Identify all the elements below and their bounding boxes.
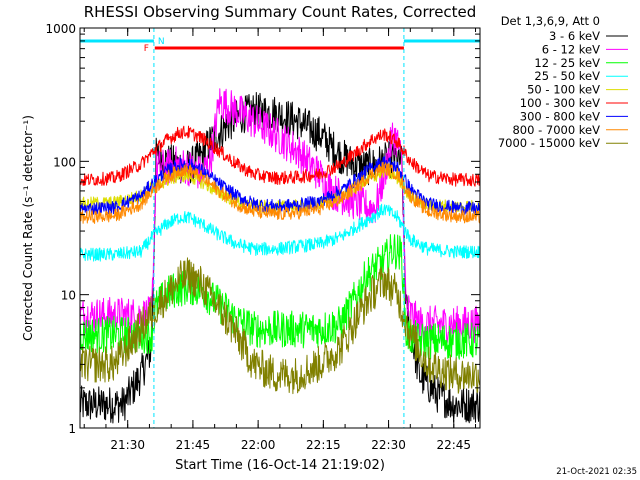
legend-label: 25 - 50 keV xyxy=(534,69,600,83)
axes: 21:30 21:45 22:00 22:15 22:30 22:45 1 10 100 1000 xyxy=(45,22,480,452)
night-marker-label: N xyxy=(158,37,165,47)
legend-label: 800 - 7000 keV xyxy=(512,123,600,137)
x-tick-label: 22:45 xyxy=(436,438,471,452)
legend-label: 100 - 300 keV xyxy=(520,96,600,110)
y-tick-label: 1 xyxy=(68,422,76,436)
series-line-2 xyxy=(79,88,481,344)
legend-label: 300 - 800 keV xyxy=(520,109,600,123)
y-tick-label: 10 xyxy=(61,289,76,303)
x-tick-label: 21:30 xyxy=(110,438,145,452)
y-tick-label: 1000 xyxy=(45,22,76,36)
series-line-9 xyxy=(79,257,481,395)
legend-title: Det 1,3,6,9, Att 0 xyxy=(501,14,600,28)
legend-label: 50 - 100 keV xyxy=(527,83,600,97)
y-axis-label: Corrected Count Rate (s⁻¹ detector⁻¹) xyxy=(21,115,35,341)
series-line-4 xyxy=(79,203,481,262)
series-line-3 xyxy=(79,234,481,360)
x-tick-label: 22:00 xyxy=(241,438,276,452)
x-axis-label: Start Time (16-Oct-14 21:19:02) xyxy=(175,458,385,473)
x-tick-label: 22:15 xyxy=(306,438,341,452)
legend-label: 3 - 6 keV xyxy=(549,29,600,43)
legend-label: 12 - 25 keV xyxy=(534,56,600,70)
flare-marker-label: F xyxy=(144,44,149,54)
x-tick-label: 21:45 xyxy=(176,438,211,452)
x-tick-label: 22:30 xyxy=(371,438,406,452)
series-line-6 xyxy=(79,125,481,187)
series-line-8 xyxy=(79,161,481,224)
timestamp: 21-Oct-2021 02:35 xyxy=(556,467,637,477)
legend-label: 6 - 12 keV xyxy=(542,42,600,56)
series-layer xyxy=(79,88,481,424)
y-tick-label: 100 xyxy=(53,155,76,169)
series-line-7 xyxy=(79,155,481,216)
interval-markers: NF xyxy=(80,28,480,428)
chart-title: RHESSI Observing Summary Count Rates, Co… xyxy=(84,3,477,21)
legend-label: 7000 - 15000 keV xyxy=(498,136,600,150)
